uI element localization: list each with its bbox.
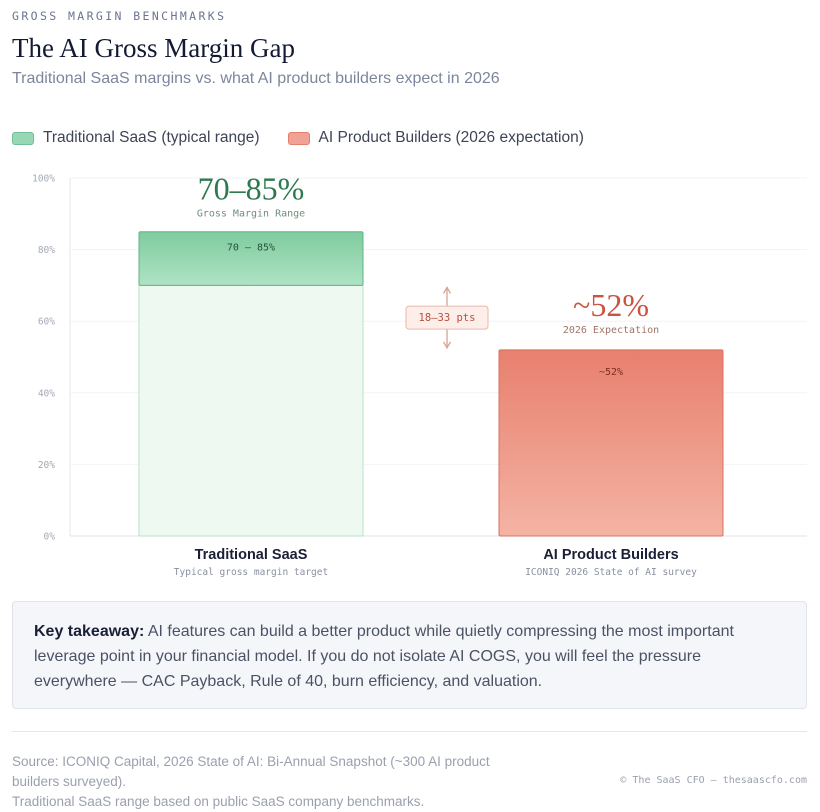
footer-divider bbox=[12, 731, 807, 732]
credit-text: © The SaaS CFO — thesaascfo.com bbox=[620, 775, 807, 786]
bar-traditional-saas-caption: Gross Margin Range bbox=[197, 209, 305, 220]
bar-traditional-saas-big-label: 70–85% bbox=[198, 171, 305, 207]
y-tick-label: 0% bbox=[44, 532, 56, 543]
y-tick-label: 20% bbox=[38, 460, 55, 471]
y-tick-label: 40% bbox=[38, 388, 55, 399]
gap-label: 18–33 pts bbox=[419, 312, 476, 324]
bar-ai-product-builders-caption: 2026 Expectation bbox=[563, 325, 659, 336]
legend-swatch-red bbox=[287, 131, 310, 145]
bar-ai-product-builders-big-label: ~52% bbox=[573, 287, 649, 323]
bar-ai-product-builders-inner-label: ~52% bbox=[599, 367, 623, 378]
y-tick-label: 100% bbox=[32, 174, 55, 185]
legend-label-traditional-saas: Traditional SaaS (typical range) bbox=[43, 129, 260, 146]
bar-traditional-saas-inner-label: 70 – 85% bbox=[227, 243, 275, 254]
y-tick-label: 60% bbox=[38, 317, 55, 328]
legend-label-ai-builders: AI Product Builders (2026 expectation) bbox=[318, 129, 584, 146]
chart-title: The AI Gross Margin Gap bbox=[12, 33, 295, 63]
legend-item-ai-builders: AI Product Builders (2026 expectation) bbox=[287, 129, 584, 147]
eyebrow-label: GROSS MARGIN BENCHMARKS bbox=[12, 9, 227, 23]
source-line-2: Traditional SaaS range based on public S… bbox=[12, 794, 425, 809]
x-category-label: Traditional SaaS bbox=[195, 547, 308, 563]
takeaway-lead: Key takeaway: bbox=[34, 623, 145, 640]
takeaway-text: AI features can build a better product w… bbox=[34, 623, 734, 690]
bar-traditional-saas-base bbox=[138, 284, 364, 537]
x-category-sublabel: Typical gross margin target bbox=[174, 567, 328, 578]
legend-item-traditional-saas: Traditional SaaS (typical range) bbox=[12, 129, 260, 147]
key-takeaway-box: Key takeaway: AI features can build a be… bbox=[12, 601, 807, 709]
gap-arrow-head-bottom bbox=[442, 341, 452, 350]
source-line-1: Source: ICONIQ Capital, 2026 State of AI… bbox=[12, 754, 490, 789]
bar-ai-product-builders bbox=[498, 349, 724, 537]
gap-arrow-head-top bbox=[442, 286, 452, 294]
y-tick-label: 80% bbox=[38, 245, 55, 256]
x-category-sublabel: ICONIQ 2026 State of AI survey bbox=[525, 567, 697, 578]
bar-traditional-saas-range bbox=[138, 231, 364, 286]
legend: Traditional SaaS (typical range) AI Prod… bbox=[12, 129, 584, 147]
x-category-label: AI Product Builders bbox=[543, 547, 678, 563]
bar-chart: 0% 20% 40% 60% 80% 100% 70 – 85% 70–85% Gross M… bbox=[32, 171, 807, 578]
source-note: Source: ICONIQ Capital, 2026 State of AI… bbox=[12, 752, 532, 812]
chart-subtitle: Traditional SaaS margins vs. what AI pro… bbox=[12, 70, 500, 87]
gap-label-box bbox=[405, 305, 489, 330]
legend-swatch-green bbox=[12, 131, 34, 145]
